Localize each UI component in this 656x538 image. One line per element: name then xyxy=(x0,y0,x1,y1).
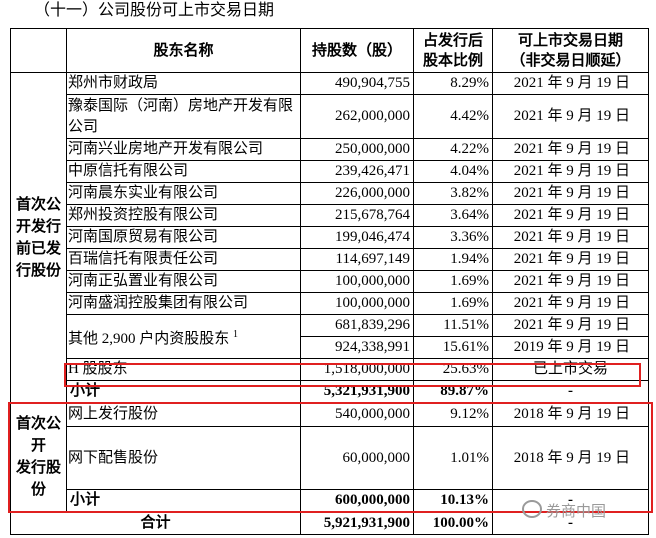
ratio-cell: 1.94% xyxy=(413,248,493,271)
ratio-cell: 1.69% xyxy=(413,292,493,315)
table-row: 其他 2,900 户内资股股东 1 681,839,296 11.51% 2021 年… xyxy=(11,314,649,359)
shareholder-name: 郑州投资控股有限公司 xyxy=(66,204,301,227)
share-table: 股东名称 持股数（股） 占发行后 股本比例 可上市交易日期 （非交易日顺延） 首次公 开发行前… xyxy=(10,28,649,535)
footnote-mark: 1 xyxy=(233,328,239,340)
subtotal-label: 小计 xyxy=(66,489,301,512)
date-cell: 2021 年 9 月 19 日 xyxy=(492,226,649,249)
shareholder-name: 河南国原贸易有限公司 xyxy=(66,226,301,249)
shareholder-name: 河南正弘置业有限公司 xyxy=(66,270,301,293)
date-cell: 2018 年 9 月 19 日 xyxy=(492,426,649,490)
shares-cell: 60,000,000 xyxy=(300,426,414,490)
shareholder-name: 豫泰国际（河南）房地产开发有限公司 xyxy=(66,94,301,139)
date-cell: 2021 年 9 月 19 日 xyxy=(492,72,649,95)
shares-cell: 5,921,931,900 xyxy=(300,511,414,535)
ratio-cell: 1.69% xyxy=(413,270,493,293)
group-label: 首次公开发行股份 xyxy=(10,402,67,512)
table-row: 924,338,991 15.61% 2019 年 9 月 19 日 xyxy=(11,336,649,359)
header-line: 占发行后 xyxy=(422,32,483,49)
group-label-line: 行股份 xyxy=(15,262,61,279)
table-row: 首次公开发行股份网上发行股份 540,000,000 9.12% 2018 年 9 月… xyxy=(10,402,649,512)
shares-cell: 226,000,000 xyxy=(300,182,414,205)
shares-cell: 490,904,755 xyxy=(300,72,414,95)
table-row: 河南兴业房地产开发有限公司 250,000,000 4.22% 2021 年 9 月 … xyxy=(11,138,649,161)
group-label: 首次公开发行前已发行股份 xyxy=(10,72,67,403)
header-cell: 股东名称 xyxy=(66,28,301,73)
group-label-line: 首次公 xyxy=(15,416,61,432)
table-row: 首次公 开发行 前已发 行股份 郑州市财政局 490,904,755 8.29% 2021 年… xyxy=(10,72,649,403)
group-label-line: 开 xyxy=(30,438,46,454)
date-cell: 2021 年 9 月 19 日 xyxy=(492,270,649,293)
header-cell: 占发行后 股本比例 xyxy=(413,28,493,73)
date-cell: 2021 年 9 月 19 日 xyxy=(492,204,649,227)
date-cell: 2019 年 9 月 19 日 xyxy=(492,336,649,359)
highlight-box xyxy=(64,363,641,387)
shareholder-name: 河南晨东实业有限公司 xyxy=(66,182,301,205)
shareholder-name: 河南盛润控股集团有限公司 xyxy=(66,292,301,315)
shares-cell: 262,000,000 xyxy=(300,94,414,139)
header-line: 股本比例 xyxy=(422,52,483,69)
shares-cell: 199,046,474 xyxy=(300,226,414,249)
shareholder-name: 其他 2,900 户内资股股东 1 xyxy=(66,314,301,359)
table-row: 百瑞信托有限责任公司 114,697,149 1.94% 2021 年 9 月 19 … xyxy=(11,248,649,271)
shareholder-name: 百瑞信托有限责任公司 xyxy=(66,248,301,271)
table-row: 网下配售股份 60,000,000 1.01% 2018 年 9 月 19 日 xyxy=(11,426,649,490)
date-cell: 2021 年 9 月 19 日 xyxy=(492,160,649,183)
shares-cell: 600,000,000 xyxy=(300,489,414,512)
shares-cell: 250,000,000 xyxy=(300,138,414,161)
ratio-cell: 4.22% xyxy=(413,138,493,161)
header-cell xyxy=(10,28,67,73)
shares-cell: 924,338,991 xyxy=(300,336,414,359)
date-cell: 2021 年 9 月 19 日 xyxy=(492,292,649,315)
total-label: 合计 xyxy=(10,511,301,535)
shares-cell: 540,000,000 xyxy=(300,402,414,427)
ratio-cell: 11.51% xyxy=(413,314,493,337)
ratio-cell: 4.04% xyxy=(413,160,493,183)
ratio-cell: 3.64% xyxy=(413,204,493,227)
date-cell: 2021 年 9 月 19 日 xyxy=(492,248,649,271)
header-cell: 可上市交易日期 （非交易日顺延） xyxy=(492,28,649,73)
header-cell: 持股数（股） xyxy=(300,28,414,73)
shares-cell: 215,678,764 xyxy=(300,204,414,227)
table-row: 河南国原贸易有限公司 199,046,474 3.36% 2021 年 9 月 19 … xyxy=(11,226,649,249)
ratio-cell: 3.82% xyxy=(413,182,493,205)
ratio-cell: 3.36% xyxy=(413,226,493,249)
group-label-line: 前已发 xyxy=(15,240,61,257)
shares-cell: 239,426,471 xyxy=(300,160,414,183)
group-label-line: 开发行 xyxy=(15,218,61,235)
date-cell: 2021 年 9 月 19 日 xyxy=(492,94,649,139)
shares-cell: 100,000,000 xyxy=(300,270,414,293)
group-label-line: 首次公 xyxy=(15,196,61,213)
group-label-line: 份 xyxy=(30,482,46,498)
ratio-cell: 8.29% xyxy=(413,72,493,95)
table-row: 郑州投资控股有限公司 215,678,764 3.64% 2021 年 9 月 19 … xyxy=(11,204,649,227)
ratio-cell: 15.61% xyxy=(413,336,493,359)
shareholder-name: 郑州市财政局 xyxy=(66,72,301,95)
date-cell: 2021 年 9 月 19 日 xyxy=(492,182,649,205)
table-row: 河南盛润控股集团有限公司 100,000,000 1.69% 2021 年 9 月 1… xyxy=(11,292,649,315)
table-row: 中原信托有限公司 239,426,471 4.04% 2021 年 9 月 19 日 xyxy=(11,160,649,183)
shares-cell: 114,697,149 xyxy=(300,248,414,271)
shareholder-name: 河南兴业房地产开发有限公司 xyxy=(66,138,301,161)
highlight-box xyxy=(8,402,653,513)
shareholder-name: 中原信托有限公司 xyxy=(66,160,301,183)
section-title: （十一）公司股份可上市交易日期 xyxy=(34,2,275,19)
watermark-icon xyxy=(522,500,542,518)
date-cell: 2021 年 9 月 19 日 xyxy=(492,314,649,337)
ratio-cell: 100.00% xyxy=(413,511,493,535)
table-row: 河南正弘置业有限公司 100,000,000 1.69% 2021 年 9 月 19 … xyxy=(11,270,649,293)
watermark: 券商中国 xyxy=(546,502,607,520)
date-cell: 2021 年 9 月 19 日 xyxy=(492,138,649,161)
header-line: 可上市交易日期 xyxy=(517,32,623,49)
shares-cell: 100,000,000 xyxy=(300,292,414,315)
shares-cell: 681,839,296 xyxy=(300,314,414,337)
table-row: 股东名称 持股数（股） 占发行后 股本比例 可上市交易日期 （非交易日顺延） xyxy=(10,28,649,73)
group-label-line: 发行股 xyxy=(15,460,61,476)
table-row: 河南晨东实业有限公司 226,000,000 3.82% 2021 年 9 月 19 … xyxy=(11,182,649,205)
ratio-cell: 4.42% xyxy=(413,94,493,139)
table-row: 豫泰国际（河南）房地产开发有限公司 262,000,000 4.42% 2021 年 … xyxy=(11,94,649,139)
header-line: （非交易日顺延） xyxy=(510,52,631,69)
ratio-cell: 1.01% xyxy=(413,426,493,490)
